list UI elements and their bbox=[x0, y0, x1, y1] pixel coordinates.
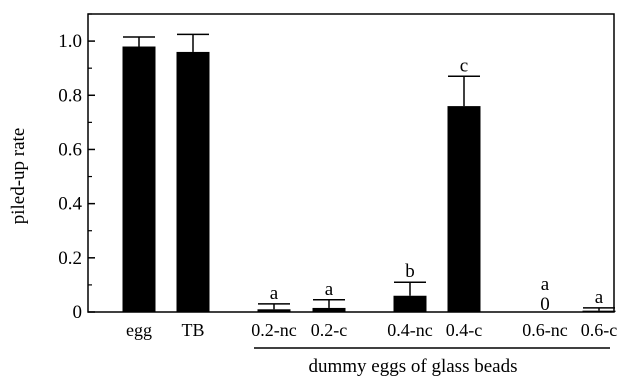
significance-label: c bbox=[460, 55, 468, 76]
y-tick-label: 0.2 bbox=[58, 248, 82, 269]
significance-label: a bbox=[595, 287, 604, 308]
category-label: 0.6-nc bbox=[522, 320, 567, 340]
significance-label: a bbox=[325, 279, 334, 300]
category-label: egg bbox=[126, 320, 152, 340]
bar bbox=[176, 51, 210, 312]
category-label: 0.2-nc bbox=[251, 320, 296, 340]
significance-label: a bbox=[270, 283, 279, 304]
category-label: TB bbox=[181, 320, 204, 340]
y-tick-label: 0.6 bbox=[58, 139, 82, 160]
bar bbox=[447, 106, 481, 312]
bar bbox=[582, 310, 616, 312]
significance-label: b bbox=[405, 261, 415, 282]
category-label: 0.6-c bbox=[581, 320, 617, 340]
plot-area: 0 0.2 0.4 0.6 0.8 1.0 egg TB 0.2-nc a 0.2-c a 0.4-nc… bbox=[58, 13, 617, 340]
y-axis-title: piled-up rate bbox=[8, 128, 29, 225]
bar bbox=[122, 46, 156, 312]
group-label: dummy eggs of glass beads bbox=[309, 356, 518, 377]
value-label: 0 bbox=[540, 294, 550, 315]
category-label: 0.4-c bbox=[446, 320, 482, 340]
y-tick-label: 0.8 bbox=[58, 85, 82, 106]
y-tick-label: 1.0 bbox=[58, 31, 82, 52]
category-label: 0.2-c bbox=[311, 320, 347, 340]
significance-label: a bbox=[541, 274, 550, 295]
category-label: 0.4-nc bbox=[387, 320, 432, 340]
bar bbox=[393, 295, 427, 312]
bar bbox=[312, 307, 346, 312]
y-tick-label: 0.4 bbox=[58, 194, 82, 215]
bar bbox=[257, 309, 291, 312]
plot-frame bbox=[87, 13, 615, 313]
y-tick-label: 0 bbox=[73, 302, 83, 323]
